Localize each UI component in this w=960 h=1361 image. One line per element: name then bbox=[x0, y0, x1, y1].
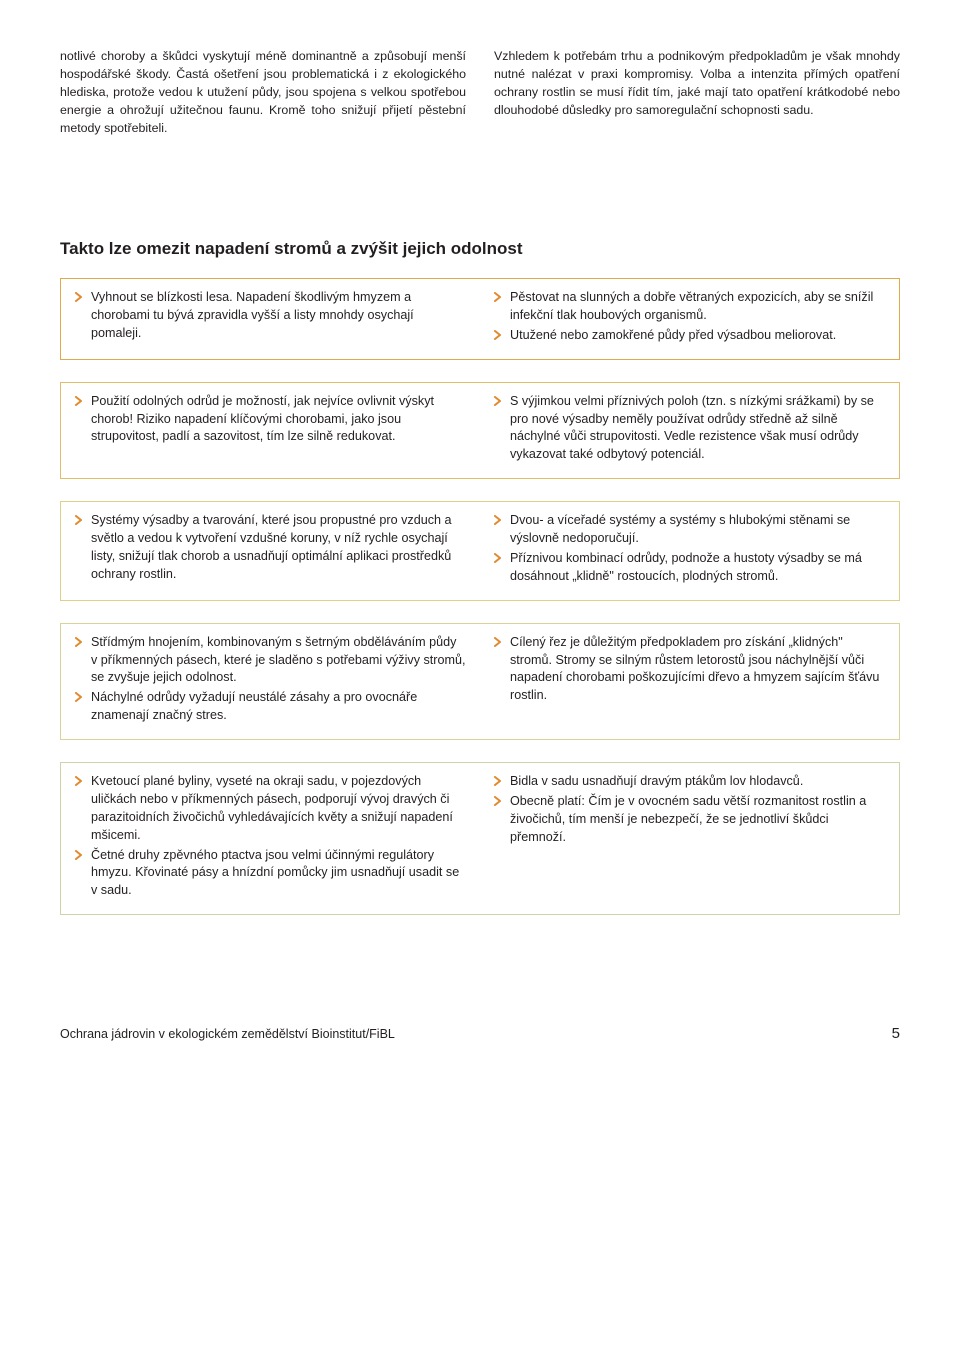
tip-item: Cílený řez je důležitým předpokladem pro… bbox=[494, 634, 885, 706]
tip-list: Bidla v sadu usnadňují dravým ptákům lov… bbox=[494, 773, 885, 847]
tip-text: Bidla v sadu usnadňují dravým ptákům lov… bbox=[510, 774, 803, 788]
chevron-icon bbox=[494, 776, 502, 786]
tip-text: Dvou- a víceřadé systémy a systémy s hlu… bbox=[510, 513, 850, 545]
tip-text: Použití odolných odrůd je možností, jak … bbox=[91, 394, 434, 444]
chevron-icon bbox=[494, 796, 502, 806]
chevron-icon bbox=[494, 553, 502, 563]
tip-text: Utužené nebo zamokřené půdy před výsadbo… bbox=[510, 328, 836, 342]
chevron-icon bbox=[75, 396, 83, 406]
chevron-icon bbox=[75, 292, 83, 302]
tip-text: Pěstovat na slunných a dobře větraných e… bbox=[510, 290, 873, 322]
section-title: Takto lze omezit napadení stromů a zvýši… bbox=[60, 238, 900, 260]
tip-list: Střídmým hnojením, kombinovaným s šetrný… bbox=[75, 634, 466, 725]
tip-box-col: Pěstovat na slunných a dobře větraných e… bbox=[494, 289, 885, 347]
footer-text: Ochrana jádrovin v ekologickém zemědělst… bbox=[60, 1027, 395, 1041]
footer: Ochrana jádrovin v ekologickém zemědělst… bbox=[60, 1025, 900, 1042]
tip-item: Systémy výsadby a tvarování, které jsou … bbox=[75, 512, 466, 584]
tip-box-col: Dvou- a víceřadé systémy a systémy s hlu… bbox=[494, 512, 885, 588]
chevron-icon bbox=[75, 692, 83, 702]
tip-item: Střídmým hnojením, kombinovaným s šetrný… bbox=[75, 634, 466, 688]
tip-text: Četné druhy zpěvného ptactva jsou velmi … bbox=[91, 848, 459, 898]
tip-list: Vyhnout se blízkosti lesa. Napadení škod… bbox=[75, 289, 466, 343]
tip-text: S výjimkou velmi příznivých poloh (tzn. … bbox=[510, 394, 874, 462]
chevron-icon bbox=[494, 292, 502, 302]
tip-item: S výjimkou velmi příznivých poloh (tzn. … bbox=[494, 393, 885, 465]
tip-list: Cílený řez je důležitým předpokladem pro… bbox=[494, 634, 885, 706]
chevron-icon bbox=[494, 396, 502, 406]
tip-list: Systémy výsadby a tvarování, které jsou … bbox=[75, 512, 466, 584]
tip-text: Vyhnout se blízkosti lesa. Napadení škod… bbox=[91, 290, 414, 340]
chevron-icon bbox=[75, 637, 83, 647]
tip-box: Vyhnout se blízkosti lesa. Napadení škod… bbox=[60, 278, 900, 360]
tip-item: Obecně platí: Čím je v ovocném sadu větš… bbox=[494, 793, 885, 847]
tip-text: Kvetoucí plané byliny, vyseté na okraji … bbox=[91, 774, 453, 842]
chevron-icon bbox=[75, 850, 83, 860]
tip-item: Dvou- a víceřadé systémy a systémy s hlu… bbox=[494, 512, 885, 548]
tip-box-col: S výjimkou velmi příznivých poloh (tzn. … bbox=[494, 393, 885, 467]
tip-item: Bidla v sadu usnadňují dravým ptákům lov… bbox=[494, 773, 885, 791]
tip-text: Systémy výsadby a tvarování, které jsou … bbox=[91, 513, 452, 581]
tip-box-col: Systémy výsadby a tvarování, které jsou … bbox=[75, 512, 466, 588]
intro-columns: notlivé choroby a škůdci vyskytují méně … bbox=[60, 48, 900, 138]
tip-box-col: Použití odolných odrůd je možností, jak … bbox=[75, 393, 466, 467]
tip-box-col: Kvetoucí plané byliny, vyseté na okraji … bbox=[75, 773, 466, 902]
tip-box-col: Střídmým hnojením, kombinovaným s šetrný… bbox=[75, 634, 466, 727]
chevron-icon bbox=[75, 515, 83, 525]
chevron-icon bbox=[494, 637, 502, 647]
tip-item: Pěstovat na slunných a dobře větraných e… bbox=[494, 289, 885, 325]
tip-item: Vyhnout se blízkosti lesa. Napadení škod… bbox=[75, 289, 466, 343]
tip-box-col: Vyhnout se blízkosti lesa. Napadení škod… bbox=[75, 289, 466, 347]
tip-text: Náchylné odrůdy vyžadují neustálé zásahy… bbox=[91, 690, 417, 722]
tip-text: Cílený řez je důležitým předpokladem pro… bbox=[510, 635, 879, 703]
tip-list: S výjimkou velmi příznivých poloh (tzn. … bbox=[494, 393, 885, 465]
tip-text: Příznivou kombinací odrůdy, podnože a hu… bbox=[510, 551, 862, 583]
tip-item: Příznivou kombinací odrůdy, podnože a hu… bbox=[494, 550, 885, 586]
tip-item: Četné druhy zpěvného ptactva jsou velmi … bbox=[75, 847, 466, 901]
tip-text: Obecně platí: Čím je v ovocném sadu větš… bbox=[510, 794, 866, 844]
tip-list: Pěstovat na slunných a dobře větraných e… bbox=[494, 289, 885, 345]
footer-page-number: 5 bbox=[892, 1025, 900, 1042]
tip-item: Kvetoucí plané byliny, vyseté na okraji … bbox=[75, 773, 466, 845]
chevron-icon bbox=[75, 776, 83, 786]
tip-list: Použití odolných odrůd je možností, jak … bbox=[75, 393, 466, 447]
tip-box: Střídmým hnojením, kombinovaným s šetrný… bbox=[60, 623, 900, 740]
intro-right: Vzhledem k potřebám trhu a podnikovým př… bbox=[494, 48, 900, 138]
tip-box: Systémy výsadby a tvarování, které jsou … bbox=[60, 501, 900, 601]
chevron-icon bbox=[494, 330, 502, 340]
tip-text: Střídmým hnojením, kombinovaným s šetrný… bbox=[91, 635, 465, 685]
tip-box-col: Bidla v sadu usnadňují dravým ptákům lov… bbox=[494, 773, 885, 902]
tip-item: Použití odolných odrůd je možností, jak … bbox=[75, 393, 466, 447]
boxes-container: Vyhnout se blízkosti lesa. Napadení škod… bbox=[60, 278, 900, 915]
tip-list: Kvetoucí plané byliny, vyseté na okraji … bbox=[75, 773, 466, 900]
tip-box: Použití odolných odrůd je možností, jak … bbox=[60, 382, 900, 480]
tip-item: Utužené nebo zamokřené půdy před výsadbo… bbox=[494, 327, 885, 345]
tip-box: Kvetoucí plané byliny, vyseté na okraji … bbox=[60, 762, 900, 915]
tip-box-col: Cílený řez je důležitým předpokladem pro… bbox=[494, 634, 885, 727]
intro-left: notlivé choroby a škůdci vyskytují méně … bbox=[60, 48, 466, 138]
tip-item: Náchylné odrůdy vyžadují neustálé zásahy… bbox=[75, 689, 466, 725]
tip-list: Dvou- a víceřadé systémy a systémy s hlu… bbox=[494, 512, 885, 586]
chevron-icon bbox=[494, 515, 502, 525]
